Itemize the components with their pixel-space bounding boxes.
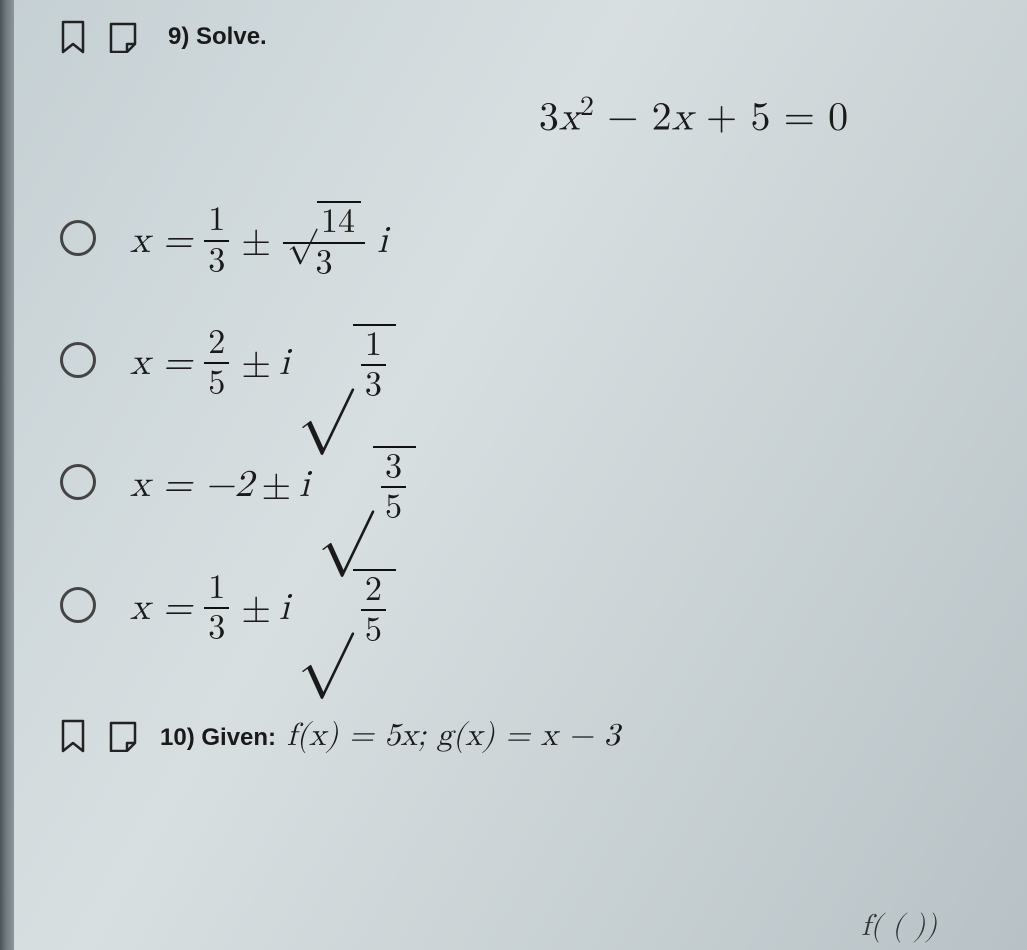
option-b-math: x = 2 5 ± i √ 1 3 bbox=[130, 324, 396, 402]
ob-sq-den: 3 bbox=[361, 366, 386, 402]
oc-sq-den: 5 bbox=[381, 488, 406, 524]
note-icon-q10[interactable] bbox=[108, 720, 138, 752]
ob-i: i bbox=[279, 340, 290, 386]
q10-prompt: Given: bbox=[201, 724, 276, 751]
radio-a[interactable] bbox=[60, 220, 96, 256]
radio-b[interactable] bbox=[60, 342, 96, 378]
ob-sq-num: 1 bbox=[361, 328, 386, 366]
bookmark-icon[interactable] bbox=[60, 20, 86, 54]
oc-sqrt: √ 3 5 bbox=[318, 446, 417, 524]
oa-frac1: 1 3 bbox=[204, 203, 229, 277]
oa-f1-num: 1 bbox=[204, 203, 229, 241]
option-d-math: x = 1 3 ± i √ 2 5 bbox=[130, 569, 396, 647]
oa-sqrt-in: 14 bbox=[317, 201, 361, 239]
oa-f1-den: 3 bbox=[204, 242, 229, 278]
question9-label: 9) Solve. bbox=[168, 23, 267, 51]
oa-f2-den: 3 bbox=[311, 244, 336, 280]
page-edge bbox=[0, 0, 14, 950]
od-sq-num: 2 bbox=[361, 573, 386, 611]
eq-var1: x bbox=[559, 97, 580, 137]
q10-number: 10) bbox=[160, 724, 195, 751]
option-c[interactable]: x = −2 ± i √ 3 5 bbox=[60, 446, 987, 524]
oa-pm: ± bbox=[241, 218, 271, 264]
od-frac1: 1 3 bbox=[204, 571, 229, 645]
eq-mid: − 2 bbox=[594, 97, 672, 137]
oa-f2-num: √ 14 bbox=[283, 201, 365, 243]
question9-header: 9) Solve. bbox=[60, 20, 987, 54]
q9-number: 9) bbox=[168, 23, 189, 50]
ob-f1-den: 5 bbox=[204, 364, 229, 400]
od-sq-den: 5 bbox=[361, 611, 386, 647]
option-d[interactable]: x = 1 3 ± i √ 2 5 bbox=[60, 569, 987, 647]
radio-c[interactable] bbox=[60, 464, 96, 500]
ob-lhs: x = bbox=[130, 340, 192, 386]
eq-var2: x bbox=[672, 97, 693, 137]
oa-lhs: x = bbox=[130, 218, 192, 264]
footer-fragment: f( ( )) bbox=[861, 908, 937, 944]
od-sqrt-frac: 2 5 bbox=[361, 573, 386, 647]
oc-lhs: x = −2 bbox=[130, 462, 253, 508]
od-f1-den: 3 bbox=[204, 609, 229, 645]
note-icon[interactable] bbox=[108, 21, 138, 53]
ob-frac1: 2 5 bbox=[204, 326, 229, 400]
ob-sqrt-frac: 1 3 bbox=[361, 328, 386, 402]
radio-d[interactable] bbox=[60, 587, 96, 623]
question9-equation: 3x2 − 2x + 5 = 0 bbox=[400, 90, 987, 141]
option-a-math: x = 1 3 ± √ 14 3 i bbox=[130, 201, 388, 279]
option-b[interactable]: x = 2 5 ± i √ 1 3 bbox=[60, 324, 987, 402]
eq-coef-a: 3 bbox=[539, 97, 559, 137]
oc-sqrt-frac: 3 5 bbox=[381, 450, 406, 524]
oc-i: i bbox=[299, 462, 310, 508]
oc-pm: ± bbox=[261, 462, 291, 508]
ob-f1-num: 2 bbox=[204, 326, 229, 364]
od-sqrt: √ 2 5 bbox=[298, 569, 397, 647]
answer-options: x = 1 3 ± √ 14 3 i bbox=[60, 201, 987, 647]
oa-tail: i bbox=[377, 218, 388, 264]
oa-frac2: √ 14 3 bbox=[283, 201, 365, 279]
oa-sqrt: √ 14 bbox=[287, 201, 361, 239]
question10-label: 10) Given: f(x) = 5x; g(x) = x − 3 bbox=[160, 717, 620, 755]
od-lhs: x = bbox=[130, 585, 192, 631]
option-a[interactable]: x = 1 3 ± √ 14 3 i bbox=[60, 201, 987, 279]
q9-prompt: Solve. bbox=[196, 23, 267, 50]
od-pm: ± bbox=[241, 585, 271, 631]
bookmark-icon-q10[interactable] bbox=[60, 719, 86, 753]
oc-sq-num: 3 bbox=[381, 450, 406, 488]
q10-math: f(x) = 5x; g(x) = x − 3 bbox=[287, 720, 620, 752]
option-c-math: x = −2 ± i √ 3 5 bbox=[130, 446, 416, 524]
ob-sqrt: √ 1 3 bbox=[298, 324, 397, 402]
od-i: i bbox=[279, 585, 290, 631]
eq-tail: + 5 = 0 bbox=[693, 97, 848, 137]
eq-exp: 2 bbox=[580, 93, 594, 121]
question10-header: 10) Given: f(x) = 5x; g(x) = x − 3 bbox=[60, 717, 987, 755]
ob-pm: ± bbox=[241, 340, 271, 386]
od-f1-num: 1 bbox=[204, 571, 229, 609]
content-area: 9) Solve. 3x2 − 2x + 5 = 0 x = 1 3 ± √ bbox=[0, 0, 1027, 755]
